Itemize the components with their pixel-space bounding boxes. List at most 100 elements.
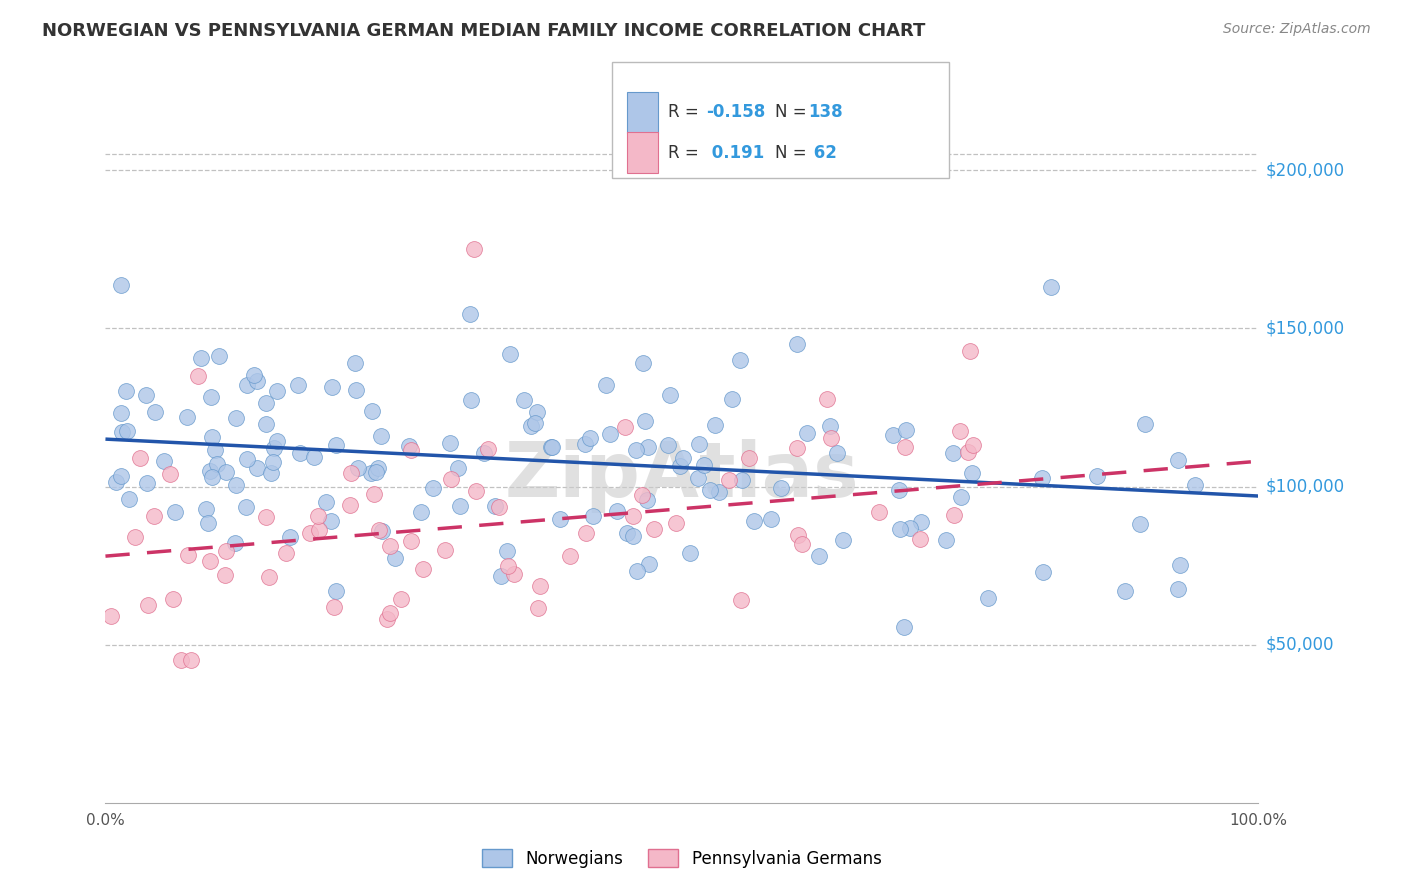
Point — [159, 467, 181, 481]
Point — [659, 388, 682, 402]
Point — [730, 593, 752, 607]
Point — [162, 592, 184, 607]
Point — [558, 549, 581, 563]
Point — [225, 478, 247, 492]
Point — [366, 465, 388, 479]
Point — [439, 436, 461, 450]
Point — [688, 471, 710, 485]
Point — [825, 446, 848, 460]
Point — [163, 505, 186, 519]
Point — [1114, 584, 1136, 599]
Point — [411, 506, 433, 520]
Point — [367, 461, 389, 475]
Point — [491, 569, 513, 583]
Point — [236, 377, 259, 392]
Point — [548, 511, 571, 525]
Point — [820, 431, 842, 445]
Point — [389, 592, 412, 607]
Point — [170, 653, 193, 667]
Point — [263, 441, 285, 455]
Point — [325, 438, 347, 452]
Point — [215, 466, 238, 480]
Point — [1031, 471, 1053, 485]
Point — [786, 441, 808, 455]
Point — [347, 461, 370, 475]
Point — [699, 483, 721, 498]
Point — [908, 532, 931, 546]
Point — [299, 525, 322, 540]
Point — [115, 384, 138, 399]
Point — [176, 409, 198, 424]
Point — [893, 620, 915, 634]
Point — [630, 488, 652, 502]
Point — [942, 508, 965, 523]
Point — [498, 347, 520, 361]
Text: Source: ZipAtlas.com: Source: ZipAtlas.com — [1223, 22, 1371, 37]
Point — [360, 466, 382, 480]
Point — [363, 486, 385, 500]
Text: N =: N = — [775, 103, 811, 121]
Point — [496, 544, 519, 558]
Point — [882, 428, 904, 442]
Point — [246, 460, 269, 475]
Point — [124, 530, 146, 544]
Point — [280, 530, 302, 544]
Point — [1167, 453, 1189, 467]
Point — [616, 525, 638, 540]
Point — [399, 533, 422, 548]
Text: 62: 62 — [808, 144, 838, 161]
Point — [1184, 478, 1206, 492]
Point — [110, 278, 132, 293]
Point — [595, 377, 617, 392]
Point — [636, 492, 658, 507]
Point — [380, 539, 402, 553]
Point — [488, 500, 510, 515]
Point — [344, 356, 367, 370]
Point — [496, 559, 519, 574]
Point — [582, 509, 605, 524]
Point — [236, 452, 259, 467]
Point — [626, 564, 648, 578]
Point — [1032, 566, 1054, 580]
Point — [744, 514, 766, 528]
Text: R =: R = — [668, 103, 704, 121]
Point — [463, 243, 485, 257]
Point — [118, 491, 141, 506]
Point — [319, 514, 342, 528]
Point — [962, 438, 984, 452]
Point — [135, 388, 157, 402]
Point — [887, 483, 910, 497]
Point — [815, 392, 838, 406]
Point — [325, 584, 347, 599]
Point — [770, 482, 793, 496]
Point — [976, 591, 998, 606]
Point — [434, 542, 457, 557]
Point — [688, 437, 710, 451]
Point — [412, 562, 434, 576]
Point — [259, 570, 281, 584]
Point — [671, 450, 693, 465]
Point — [110, 406, 132, 420]
Point — [731, 474, 754, 488]
Point — [818, 419, 841, 434]
Point — [637, 440, 659, 454]
Text: N =: N = — [775, 144, 811, 161]
Point — [477, 442, 499, 457]
Point — [243, 368, 266, 382]
Point — [288, 446, 311, 460]
Point — [621, 509, 644, 524]
Point — [484, 499, 506, 513]
Point — [759, 512, 782, 526]
Point — [198, 465, 221, 479]
Point — [512, 392, 534, 407]
Point — [197, 516, 219, 531]
Point — [143, 405, 166, 419]
Text: ZipAtlas: ZipAtlas — [505, 439, 859, 513]
Point — [503, 566, 526, 581]
Point — [574, 436, 596, 450]
Point — [956, 445, 979, 459]
Point — [960, 466, 983, 480]
Point — [315, 495, 337, 509]
Point — [631, 356, 654, 370]
Point — [287, 378, 309, 392]
